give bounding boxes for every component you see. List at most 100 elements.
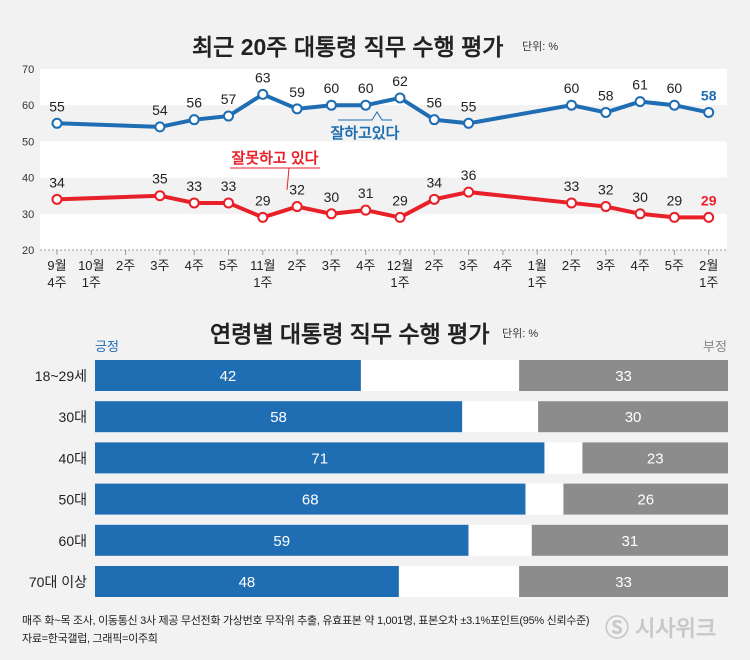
annotation-pointer — [338, 111, 392, 121]
data-point — [291, 103, 303, 115]
x-tick-label: 3주 — [150, 258, 169, 273]
data-point — [634, 96, 646, 108]
series-label: 잘하고있다 — [330, 124, 399, 142]
x-tick-label: 9월 — [47, 258, 66, 273]
data-label: 30 — [324, 189, 340, 205]
data-label: 33 — [221, 178, 237, 194]
x-tick-label: 1주 — [82, 275, 101, 290]
x-tick-label: 5주 — [219, 258, 238, 273]
data-label: 62 — [392, 73, 408, 89]
data-label: 56 — [427, 95, 443, 111]
data-label: 34 — [427, 174, 443, 190]
grid-band — [40, 69, 727, 106]
data-point — [188, 197, 200, 209]
data-point — [428, 193, 440, 205]
x-tick-label: 3주 — [322, 258, 341, 273]
data-label: 29 — [255, 192, 271, 208]
bar-negative — [519, 566, 728, 597]
data-label: 60 — [358, 80, 374, 96]
x-tick-label: 4주 — [493, 258, 512, 273]
x-tick-label: 10월 — [78, 258, 104, 273]
x-tick-label: 12월 — [387, 258, 413, 273]
data-point — [154, 121, 166, 133]
data-point — [463, 117, 475, 129]
data-point — [257, 88, 269, 100]
bar-negative — [531, 524, 728, 556]
bar-label: 68 — [302, 492, 319, 509]
x-tick-label: 4주 — [47, 275, 66, 290]
data-point — [360, 204, 372, 216]
bar-label: 42 — [220, 368, 237, 385]
bar-negative — [582, 442, 728, 474]
data-label: 59 — [289, 84, 305, 100]
data-label: 56 — [186, 95, 202, 111]
bar-label: 31 — [622, 533, 639, 550]
footer-source: 자료=한국갤럽, 그래픽=이주희 — [22, 633, 158, 645]
bar-label: 33 — [615, 574, 632, 591]
x-tick-label: 11월 — [250, 258, 275, 273]
bar-label: 58 — [270, 409, 287, 426]
bar-chart-unit: 단위: % — [502, 328, 539, 340]
data-label: 35 — [152, 171, 168, 187]
y-tick: 30 — [22, 209, 34, 221]
data-label: 29 — [701, 192, 717, 208]
line-chart: 20 30 40 50 60 70 9월 4주 10월 1주 2주 3주 4주 5주 11월 1주 2주 3주 4주… — [22, 64, 727, 290]
bar-label: 71 — [311, 450, 328, 467]
series-label: 잘못하고 있다 — [232, 149, 319, 167]
data-label: 33 — [186, 178, 202, 194]
bar-positive — [95, 401, 463, 433]
bar-positive — [95, 442, 545, 474]
x-tick-label: 4주 — [356, 258, 375, 273]
y-tick: 40 — [22, 173, 34, 185]
data-point — [463, 186, 475, 198]
data-point — [360, 99, 372, 111]
data-point — [566, 197, 577, 209]
x-tick-label: 1주 — [390, 275, 409, 290]
bar-positive — [95, 483, 526, 515]
x-tick-label: 2주 — [425, 258, 444, 273]
x-tick-label: 1주 — [699, 275, 718, 290]
category-label: 40대 — [59, 450, 87, 466]
data-label: 57 — [221, 91, 237, 107]
data-label: 60 — [667, 80, 683, 96]
data-point — [394, 92, 406, 104]
series-line — [56, 190, 709, 220]
bar-label: 48 — [239, 574, 256, 591]
data-point — [703, 106, 715, 118]
category-label: 30대 — [59, 409, 87, 425]
category-label: 18~29세 — [35, 368, 87, 384]
x-tick-label: 2주 — [562, 258, 581, 273]
positive-label: 긍정 — [95, 339, 119, 354]
x-tick-label: 2월 — [699, 258, 718, 273]
data-label: 29 — [667, 192, 683, 208]
data-label: 32 — [289, 182, 305, 198]
bar-negative — [538, 401, 728, 433]
logo: Ⓢ 시사위크 — [605, 615, 717, 642]
data-point — [668, 99, 680, 111]
y-tick: 70 — [22, 64, 34, 76]
data-label: 55 — [461, 98, 477, 114]
data-label: 60 — [564, 80, 580, 96]
x-tick-label: 1주 — [528, 275, 547, 290]
data-point — [600, 201, 612, 213]
data-point — [566, 99, 577, 111]
grid-band — [40, 213, 727, 250]
x-tick-label: 1주 — [253, 275, 272, 290]
data-point — [223, 197, 234, 209]
data-point — [154, 190, 166, 202]
data-label: 32 — [598, 182, 614, 198]
x-tick-label: 5주 — [665, 258, 684, 273]
data-point — [325, 208, 337, 220]
bar-positive — [95, 360, 361, 391]
x-tick-label: 2주 — [116, 258, 135, 273]
category-label: 60대 — [59, 533, 87, 549]
data-label: 54 — [152, 102, 168, 118]
data-point — [291, 201, 303, 213]
data-point — [257, 211, 269, 223]
y-tick: 20 — [22, 245, 34, 257]
bar-label: 26 — [637, 492, 654, 509]
data-point — [51, 117, 63, 129]
bar-chart-title: 연령별 대통령 직무 수행 평가 — [210, 321, 490, 347]
annotation-pointer — [230, 167, 320, 191]
